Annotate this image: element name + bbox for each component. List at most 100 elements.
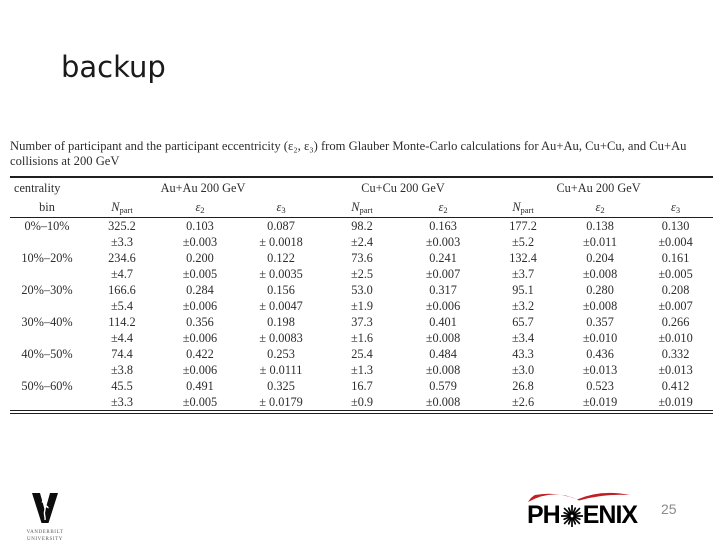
- table-error-cell: [10, 298, 84, 314]
- table-cell: 65.7: [512, 314, 534, 329]
- table-error-cell: ±1.9: [350, 298, 374, 313]
- table-cell: 0.200: [186, 250, 214, 265]
- table-error-cell: ±0.003: [182, 234, 218, 249]
- phenix-logo: PH ENIX: [527, 487, 642, 532]
- table-error-cell: ±1.3: [350, 362, 374, 377]
- table-cell: 98.2: [351, 218, 373, 233]
- slide-title: backup: [61, 50, 166, 84]
- table-caption: Number of participant and the participan…: [10, 139, 687, 168]
- table-cell: 0.491: [186, 378, 214, 393]
- table-header: centrality Au+Au 200 GeV Cu+Cu 200 GeV Cu+A…: [10, 177, 714, 218]
- table-error-cell: ±1.6: [350, 330, 374, 345]
- table-cell: 0.253: [267, 346, 295, 361]
- table-cell: 45.5: [111, 378, 133, 393]
- phenix-text-enix: ENIX: [582, 501, 638, 529]
- table-cell: 0.122: [267, 250, 295, 265]
- table-error-cell: ±4.4: [110, 330, 134, 345]
- table-cell: 0.208: [661, 282, 690, 297]
- table-cell: 0.422: [186, 346, 214, 361]
- table-error-cell: ±3.8: [110, 362, 134, 377]
- column-header: ε2: [562, 198, 639, 218]
- column-header: Npart: [322, 198, 403, 218]
- table-cell: 0.356: [186, 314, 214, 329]
- column-header: Npart: [484, 198, 563, 218]
- column-group-header: Cu+Au 200 GeV: [556, 180, 641, 195]
- phenix-wordmark: PH ENIX: [527, 501, 638, 530]
- table-error-cell: ±0.008: [425, 362, 461, 377]
- table-error-cell: [10, 394, 84, 414]
- table-error-cell: ± 0.0018: [259, 234, 303, 249]
- glauber-table: centrality Au+Au 200 GeV Cu+Cu 200 GeV Cu+A…: [10, 176, 714, 414]
- table-cell: 43.3: [512, 346, 534, 361]
- table-cell: 25.4: [351, 346, 373, 361]
- table-error-cell: [10, 330, 84, 346]
- table-cell: 26.8: [512, 378, 534, 393]
- phenix-starburst-icon: [560, 504, 583, 527]
- table-cell: 0.161: [661, 250, 690, 265]
- table-error-cell: ±0.006: [182, 298, 218, 313]
- table-cell: 0.436: [586, 346, 614, 361]
- table-cell: 0.332: [661, 346, 690, 361]
- column-header: Npart: [84, 198, 160, 218]
- column-group-header: Cu+Cu 200 GeV: [361, 180, 445, 195]
- table-cell: 0.163: [429, 218, 457, 233]
- column-header: ε2: [402, 198, 485, 218]
- table-cell: 0.523: [586, 378, 614, 393]
- table-error-cell: ±0.005: [182, 266, 218, 281]
- table-cell: 166.6: [108, 282, 136, 297]
- table-error-cell: ±2.6: [484, 394, 563, 414]
- table-cell: 16.7: [351, 378, 373, 393]
- table-cell: 37.3: [351, 314, 373, 329]
- table-error-cell: ±5.4: [110, 298, 134, 313]
- vanderbilt-logo-line1: VANDERBILT: [26, 530, 64, 535]
- vanderbilt-v-icon: [32, 493, 58, 523]
- table-error-cell: ±0.019: [638, 394, 714, 414]
- table-error-cell: [10, 362, 84, 378]
- table-error-cell: ± 0.0179: [240, 394, 323, 414]
- table-cell: 0.241: [429, 250, 457, 265]
- table-error-cell: ±3.2: [511, 298, 535, 313]
- table-body: 0%–10% 325.2 0.103 0.087 98.2 0.163 177.2 0.138…: [10, 218, 714, 414]
- table-error-cell: [10, 266, 84, 282]
- table-error-cell: ±0.013: [658, 362, 693, 377]
- table-error-cell: ±0.007: [658, 298, 693, 313]
- table-error-cell: ±0.008: [425, 330, 461, 345]
- table-cell: 53.0: [351, 282, 373, 297]
- table-cell: 0.357: [586, 314, 614, 329]
- column-header: ε3: [240, 198, 323, 218]
- table-cell: 0.317: [429, 282, 457, 297]
- table-cell: 0.198: [267, 314, 295, 329]
- table-error-cell: ±3.7: [511, 266, 535, 281]
- table-error-cell: ±0.010: [658, 330, 693, 345]
- table-cell: 50%–60%: [21, 378, 73, 393]
- table-error-cell: ±0.005: [658, 266, 693, 281]
- table-cell: 0.138: [586, 218, 614, 233]
- column-group-header: Au+Au 200 GeV: [160, 180, 246, 195]
- column-header: ε2: [160, 198, 240, 218]
- table-error-cell: ±3.0: [511, 362, 535, 377]
- table-error-cell: ±0.007: [425, 266, 461, 281]
- table-cell: 0.412: [661, 378, 690, 393]
- table-error-cell: ± 0.0111: [259, 362, 303, 377]
- table-error-cell: ±3.3: [110, 234, 134, 249]
- table-cell: 234.6: [108, 250, 136, 265]
- table-cell: 30%–40%: [21, 314, 73, 329]
- table-cell: 132.4: [509, 250, 537, 265]
- table-cell: 325.2: [108, 218, 136, 233]
- page-number: 25: [661, 501, 677, 517]
- table-error-cell: ±0.003: [425, 234, 461, 249]
- table-error-cell: ±2.5: [350, 266, 374, 281]
- table-error-cell: ±0.008: [582, 298, 618, 313]
- table-error-cell: ±0.011: [583, 234, 618, 249]
- table-cell: 0.325: [267, 378, 295, 393]
- table-error-cell: ±5.2: [511, 234, 535, 249]
- table-cell: 73.6: [351, 250, 373, 265]
- table-error-cell: ±0.008: [402, 394, 485, 414]
- table-error-cell: ±0.004: [658, 234, 693, 249]
- glauber-table-figure: Number of participant and the participan…: [10, 139, 714, 414]
- table-cell: 0.401: [429, 314, 457, 329]
- table-cell: 0.156: [267, 282, 295, 297]
- table-error-cell: ±0.006: [425, 298, 461, 313]
- table-error-cell: ±0.019: [562, 394, 639, 414]
- table-cell: 177.2: [509, 218, 537, 233]
